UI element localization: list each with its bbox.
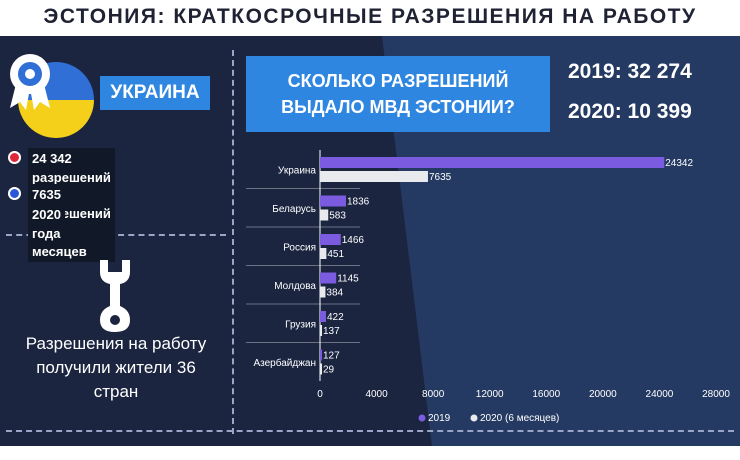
category-label: Грузия (285, 319, 316, 330)
wrench-icon (100, 260, 130, 332)
summary-line-1: Разрешения на работу (25, 334, 207, 353)
x-tick-label: 4000 (365, 389, 388, 400)
bar-2019 (320, 157, 665, 168)
legend-label: 2019 (428, 413, 451, 424)
x-tick-label: 20000 (589, 389, 617, 400)
data-label: 451 (327, 249, 344, 260)
legend-marker (470, 414, 478, 422)
left-divider (6, 234, 226, 236)
x-tick-label: 16000 (532, 389, 560, 400)
x-tick-label: 24000 (646, 389, 674, 400)
data-label: 24342 (665, 158, 693, 169)
x-tick-label: 28000 (702, 389, 730, 400)
data-label: 1466 (342, 235, 365, 246)
bar-2019 (320, 311, 326, 322)
red-dot-icon (8, 151, 21, 164)
data-label: 137 (323, 326, 340, 337)
data-label: 7635 (429, 172, 452, 183)
category-label: Молдова (274, 281, 316, 292)
data-label: 127 (323, 351, 340, 362)
category-label: Беларусь (272, 204, 316, 215)
country-label: УКРАИНА (100, 76, 210, 110)
bar-2020 (320, 248, 327, 259)
question-line-1: СКОЛЬКО РАЗРЕШЕНИЙ (287, 71, 509, 91)
data-label: 422 (327, 312, 344, 323)
category-label: Азербайджан (253, 357, 316, 369)
data-label: 384 (326, 288, 343, 299)
summary-line-2: получили жители 36 (36, 358, 196, 377)
bar-2019 (320, 234, 341, 245)
category-label: Украина (278, 165, 317, 176)
bar-2020 (320, 325, 322, 336)
bar-2020 (320, 286, 326, 298)
bar-2020 (320, 363, 322, 375)
bar-2020 (320, 209, 329, 221)
legend-label: 2020 (6 месяцев) (480, 413, 559, 424)
page-title: ЭСТОНИЯ: КРАТКОСРОЧНЫЕ РАЗРЕШЕНИЯ НА РАБ… (43, 5, 697, 28)
infographic-panel: УКРАИНА 24 342 разрешений в 2019 году 76… (0, 36, 740, 446)
bar-2019 (320, 272, 337, 284)
data-label: 1836 (347, 197, 370, 208)
bar-2019 (320, 195, 346, 207)
data-label: 583 (329, 211, 346, 222)
bar-2019 (320, 349, 322, 361)
question-box: СКОЛЬКО РАЗРЕШЕНИЙ ВЫДАЛО МВД ЭСТОНИИ? (246, 56, 550, 132)
blue-dot-icon (8, 187, 21, 200)
countries-summary: Разрешения на работу получили жители 36 … (8, 332, 224, 404)
bar-2020 (320, 171, 428, 182)
legend-marker (418, 414, 426, 422)
category-label: Россия (283, 242, 316, 253)
x-tick-label: 12000 (476, 389, 504, 400)
data-label: 1145 (337, 274, 359, 285)
stat-2020: 2020: 10 399 (568, 100, 692, 123)
data-label: 29 (323, 365, 335, 376)
medal-badge-icon (10, 54, 50, 110)
fact-2020-line2: 2020 года (28, 204, 65, 244)
summary-line-3: стран (93, 382, 139, 401)
question-line-2: ВЫДАЛО МВД ЭСТОНИИ? (281, 97, 515, 117)
x-tick-label: 0 (317, 389, 323, 400)
stat-2019: 2019: 32 274 (568, 60, 692, 83)
bottom-divider (6, 430, 734, 432)
bottom-strip (0, 446, 740, 460)
x-tick-label: 8000 (422, 389, 445, 400)
vertical-divider (232, 50, 234, 434)
